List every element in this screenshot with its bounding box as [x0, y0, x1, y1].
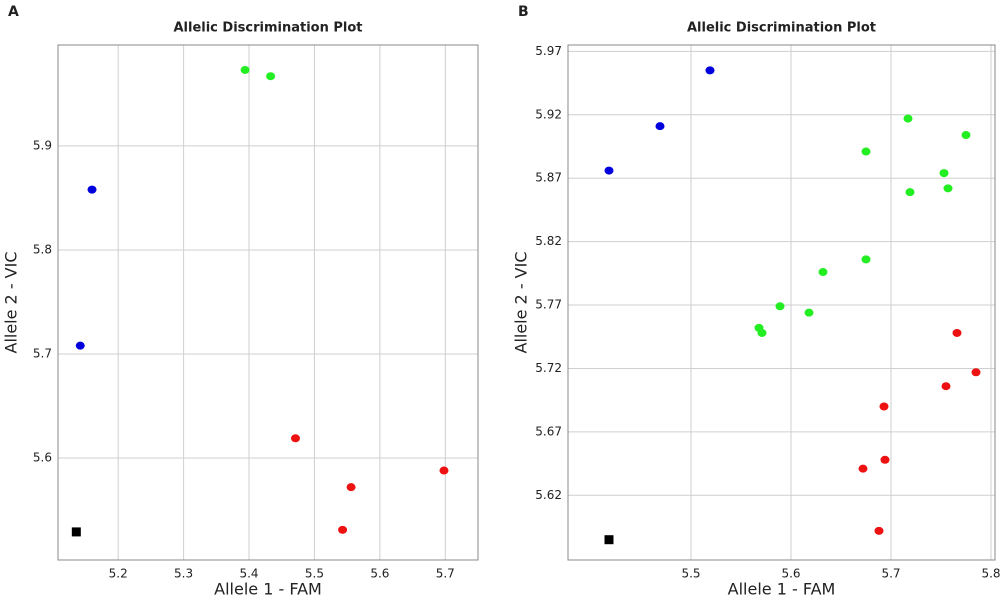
point — [939, 169, 949, 178]
point — [338, 525, 348, 534]
chart-title: Allelic Discrimination Plot — [687, 21, 876, 36]
panel-label: A — [8, 4, 19, 20]
point — [941, 382, 951, 391]
point — [439, 466, 449, 475]
y-tick-label: 5.72 — [535, 361, 562, 375]
x-tick-label: 5.7 — [881, 567, 900, 581]
chart-title: Allelic Discrimination Plot — [173, 21, 362, 36]
point — [71, 527, 81, 537]
point — [903, 114, 913, 123]
point — [604, 166, 614, 175]
point — [879, 402, 889, 411]
point — [905, 188, 915, 197]
point — [87, 185, 97, 194]
x-tick-label: 5.6 — [781, 567, 800, 581]
point — [655, 122, 665, 131]
y-tick-label: 5.67 — [535, 424, 562, 438]
point — [858, 464, 868, 473]
x-tick-label: 5.2 — [109, 567, 128, 581]
x-axis-label: Allele 1 - FAM — [728, 580, 836, 599]
y-tick-label: 5.77 — [535, 298, 562, 312]
point — [818, 268, 828, 277]
point — [705, 66, 715, 75]
y-tick-label: 5.7 — [33, 347, 52, 361]
x-tick-label: 5.8 — [981, 567, 1000, 581]
point — [880, 455, 890, 464]
point — [874, 526, 884, 535]
point — [861, 147, 871, 156]
point — [961, 131, 971, 140]
x-tick-label: 5.3 — [174, 567, 193, 581]
y-tick-label: 5.97 — [535, 44, 562, 58]
y-axis-label: Allele 2 - VIC — [512, 251, 531, 353]
point — [861, 255, 871, 264]
y-tick-label: 5.9 — [33, 138, 52, 152]
point — [290, 434, 300, 443]
plot-frame — [57, 44, 479, 561]
plot-frame — [567, 44, 996, 561]
y-axis-label: Allele 2 - VIC — [2, 251, 21, 353]
x-tick-label: 5.5 — [681, 567, 700, 581]
point — [266, 72, 276, 81]
point — [604, 535, 614, 545]
y-tick-label: 5.82 — [535, 234, 562, 248]
point — [75, 341, 85, 350]
y-tick-label: 5.87 — [535, 171, 562, 185]
point — [943, 184, 953, 193]
point — [804, 308, 814, 317]
x-tick-label: 5.6 — [370, 567, 389, 581]
x-tick-label: 5.5 — [305, 567, 324, 581]
y-tick-label: 5.92 — [535, 107, 562, 121]
point — [240, 65, 250, 74]
x-tick-label: 5.4 — [239, 567, 258, 581]
y-tick-label: 5.62 — [535, 488, 562, 502]
x-axis-label: Allele 1 - FAM — [214, 580, 322, 599]
y-tick-label: 5.8 — [33, 242, 52, 256]
point — [971, 368, 981, 377]
x-tick-label: 5.7 — [436, 567, 455, 581]
point — [952, 328, 962, 337]
y-tick-label: 5.6 — [33, 451, 52, 465]
point — [757, 328, 767, 337]
point — [775, 302, 785, 311]
panel-label: B — [518, 4, 529, 20]
point — [346, 483, 356, 492]
